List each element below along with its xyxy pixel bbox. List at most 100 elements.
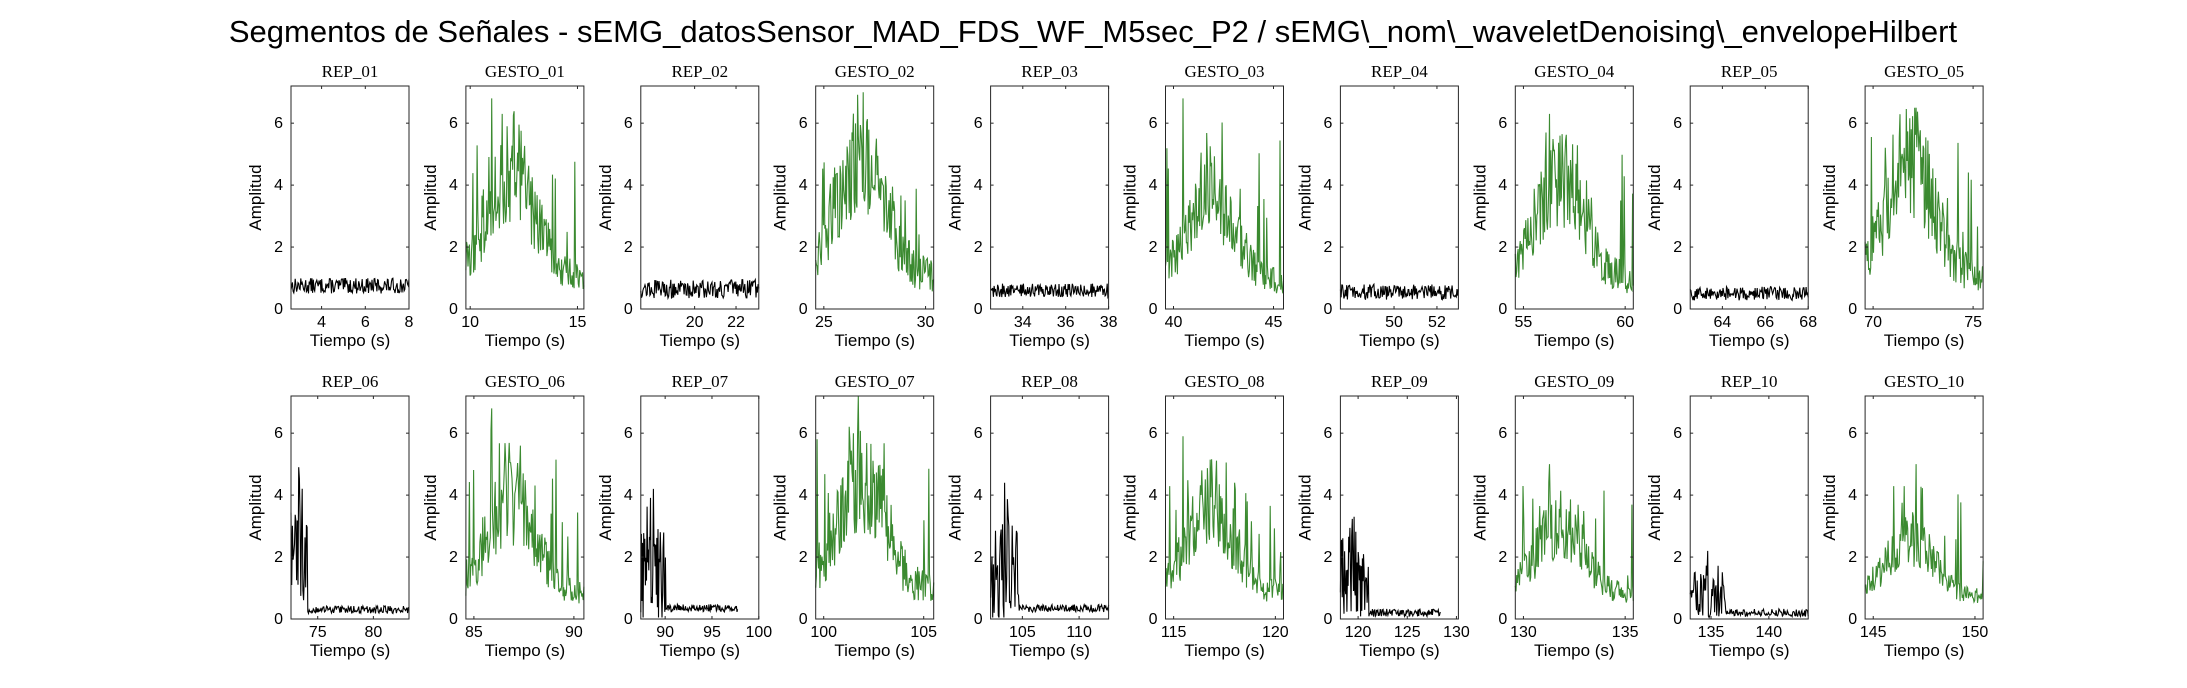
series-line [1514,113,1634,294]
y-tick-label: 6 [1673,115,1682,132]
x-axis-label: Tiempo (s) [659,641,740,660]
x-axis-label: Tiempo (s) [310,641,391,660]
subplot-title: REP_02 [671,62,728,81]
subplot-title: REP_01 [322,62,379,81]
x-tick-label: 135 [1698,624,1725,641]
axes-frame [1514,85,1634,310]
x-tick-label: 50 [1385,314,1403,331]
y-axis-label: Amplitud [1820,164,1839,230]
y-tick-label: 6 [449,425,458,442]
series-line [640,488,739,618]
x-tick-label: 150 [1962,624,1989,641]
y-axis-label: Amplitud [771,474,790,540]
y-tick-label: 2 [1848,549,1857,566]
subplot-rep-06: 0 2 4 6 75 80 REP_06 Tiempo (s) Amplitud [246,372,410,660]
x-tick-label: 34 [1014,314,1032,331]
x-axis-label: Tiempo (s) [1359,641,1440,660]
y-axis-label: Amplitud [1645,164,1664,230]
x-tick-label: 120 [1345,624,1372,641]
x-tick-label: 105 [910,624,937,641]
y-tick-label: 2 [449,549,458,566]
x-tick-label: 66 [1756,314,1774,331]
x-tick-label: 130 [1443,624,1470,641]
y-tick-label: 4 [974,487,983,504]
subplot-title: GESTO_04 [1534,62,1614,81]
y-tick-label: 0 [449,611,458,628]
subplot-rep-05: 0 2 4 6 64 66 68 REP_05 Tiempo (s) Amplitud [1645,62,1817,350]
axes-frame [1514,395,1634,620]
subplot-title: GESTO_06 [485,372,565,391]
y-tick-label: 2 [1149,549,1158,566]
y-axis-label: Amplitud [421,474,440,540]
y-tick-label: 6 [1673,425,1682,442]
subplot-title: REP_09 [1371,372,1428,391]
x-axis-label: Tiempo (s) [1534,641,1615,660]
subplot-gesto-01: 0 2 4 6 10 15 GESTO_01 Tiempo (s) Amplitud [421,62,587,350]
axes-frame [815,395,935,620]
y-tick-label: 6 [1498,115,1507,132]
x-tick-label: 70 [1864,314,1882,331]
y-tick-label: 0 [1323,611,1332,628]
axes-frame [1339,395,1459,620]
x-tick-label: 90 [565,624,583,641]
x-axis-label: Tiempo (s) [1884,641,1965,660]
series-line [1689,550,1809,619]
series-line [1339,282,1459,301]
axes-frame [1689,395,1809,620]
subplot-title: GESTO_10 [1884,372,1964,391]
y-tick-label: 6 [799,425,808,442]
subplot-title: REP_06 [322,372,379,391]
series-line [1339,516,1441,619]
subplot-title: REP_04 [1371,62,1428,81]
series-line [1164,98,1285,294]
subplot-rep-02: 0 2 4 6 20 22 REP_02 Tiempo (s) Amplitud [596,62,760,350]
subplot-title: REP_10 [1721,372,1778,391]
y-tick-label: 2 [1323,239,1332,256]
axes-frame [1165,85,1284,310]
x-axis-label: Tiempo (s) [1534,331,1615,350]
y-tick-label: 2 [974,549,983,566]
y-tick-label: 2 [1149,239,1158,256]
axes-frame [290,395,410,620]
x-tick-label: 135 [1612,624,1639,641]
y-tick-label: 0 [449,301,458,318]
subplot-title: GESTO_08 [1185,372,1265,391]
x-axis-label: Tiempo (s) [834,331,915,350]
y-tick-label: 6 [799,115,808,132]
subplot-rep-09: 0 2 4 6 120 125 130 REP_09 Tiempo (s) Amplitud [1295,372,1469,660]
series-line [1514,464,1634,603]
y-tick-label: 6 [1323,425,1332,442]
x-tick-label: 115 [1161,624,1187,641]
y-tick-label: 4 [1323,487,1332,504]
x-axis-label: Tiempo (s) [834,641,915,660]
x-tick-label: 10 [461,314,479,331]
x-tick-label: 4 [317,314,326,331]
axes-frame [465,395,585,620]
x-axis-label: Tiempo (s) [1184,331,1265,350]
x-tick-label: 130 [1510,624,1537,641]
y-tick-label: 2 [1848,239,1857,256]
x-tick-label: 22 [727,314,745,331]
y-tick-label: 0 [1848,611,1857,628]
x-axis-label: Tiempo (s) [485,331,566,350]
x-axis-label: Tiempo (s) [485,641,566,660]
y-tick-label: 4 [1149,177,1158,194]
axes-frame [1165,395,1284,620]
y-tick-label: 0 [274,301,283,318]
subplot-gesto-02: 0 2 4 6 25 30 GESTO_02 Tiempo (s) Amplitud [771,62,935,350]
subplot-gesto-10: 0 2 4 6 145 150 GESTO_10 Tiempo (s) Amplitud [1820,372,1988,660]
subplot-title: REP_07 [671,372,728,391]
axes-frame [465,85,585,310]
y-tick-label: 4 [274,177,283,194]
y-tick-label: 0 [274,611,283,628]
y-tick-label: 6 [1149,425,1158,442]
y-tick-label: 6 [974,425,983,442]
x-tick-label: 30 [917,314,935,331]
x-tick-label: 75 [309,624,327,641]
subplot-title: REP_05 [1721,62,1778,81]
y-axis-label: Amplitud [946,164,965,230]
y-tick-label: 6 [274,425,283,442]
y-tick-label: 0 [1498,301,1507,318]
y-tick-label: 2 [449,239,458,256]
y-tick-label: 4 [274,487,283,504]
